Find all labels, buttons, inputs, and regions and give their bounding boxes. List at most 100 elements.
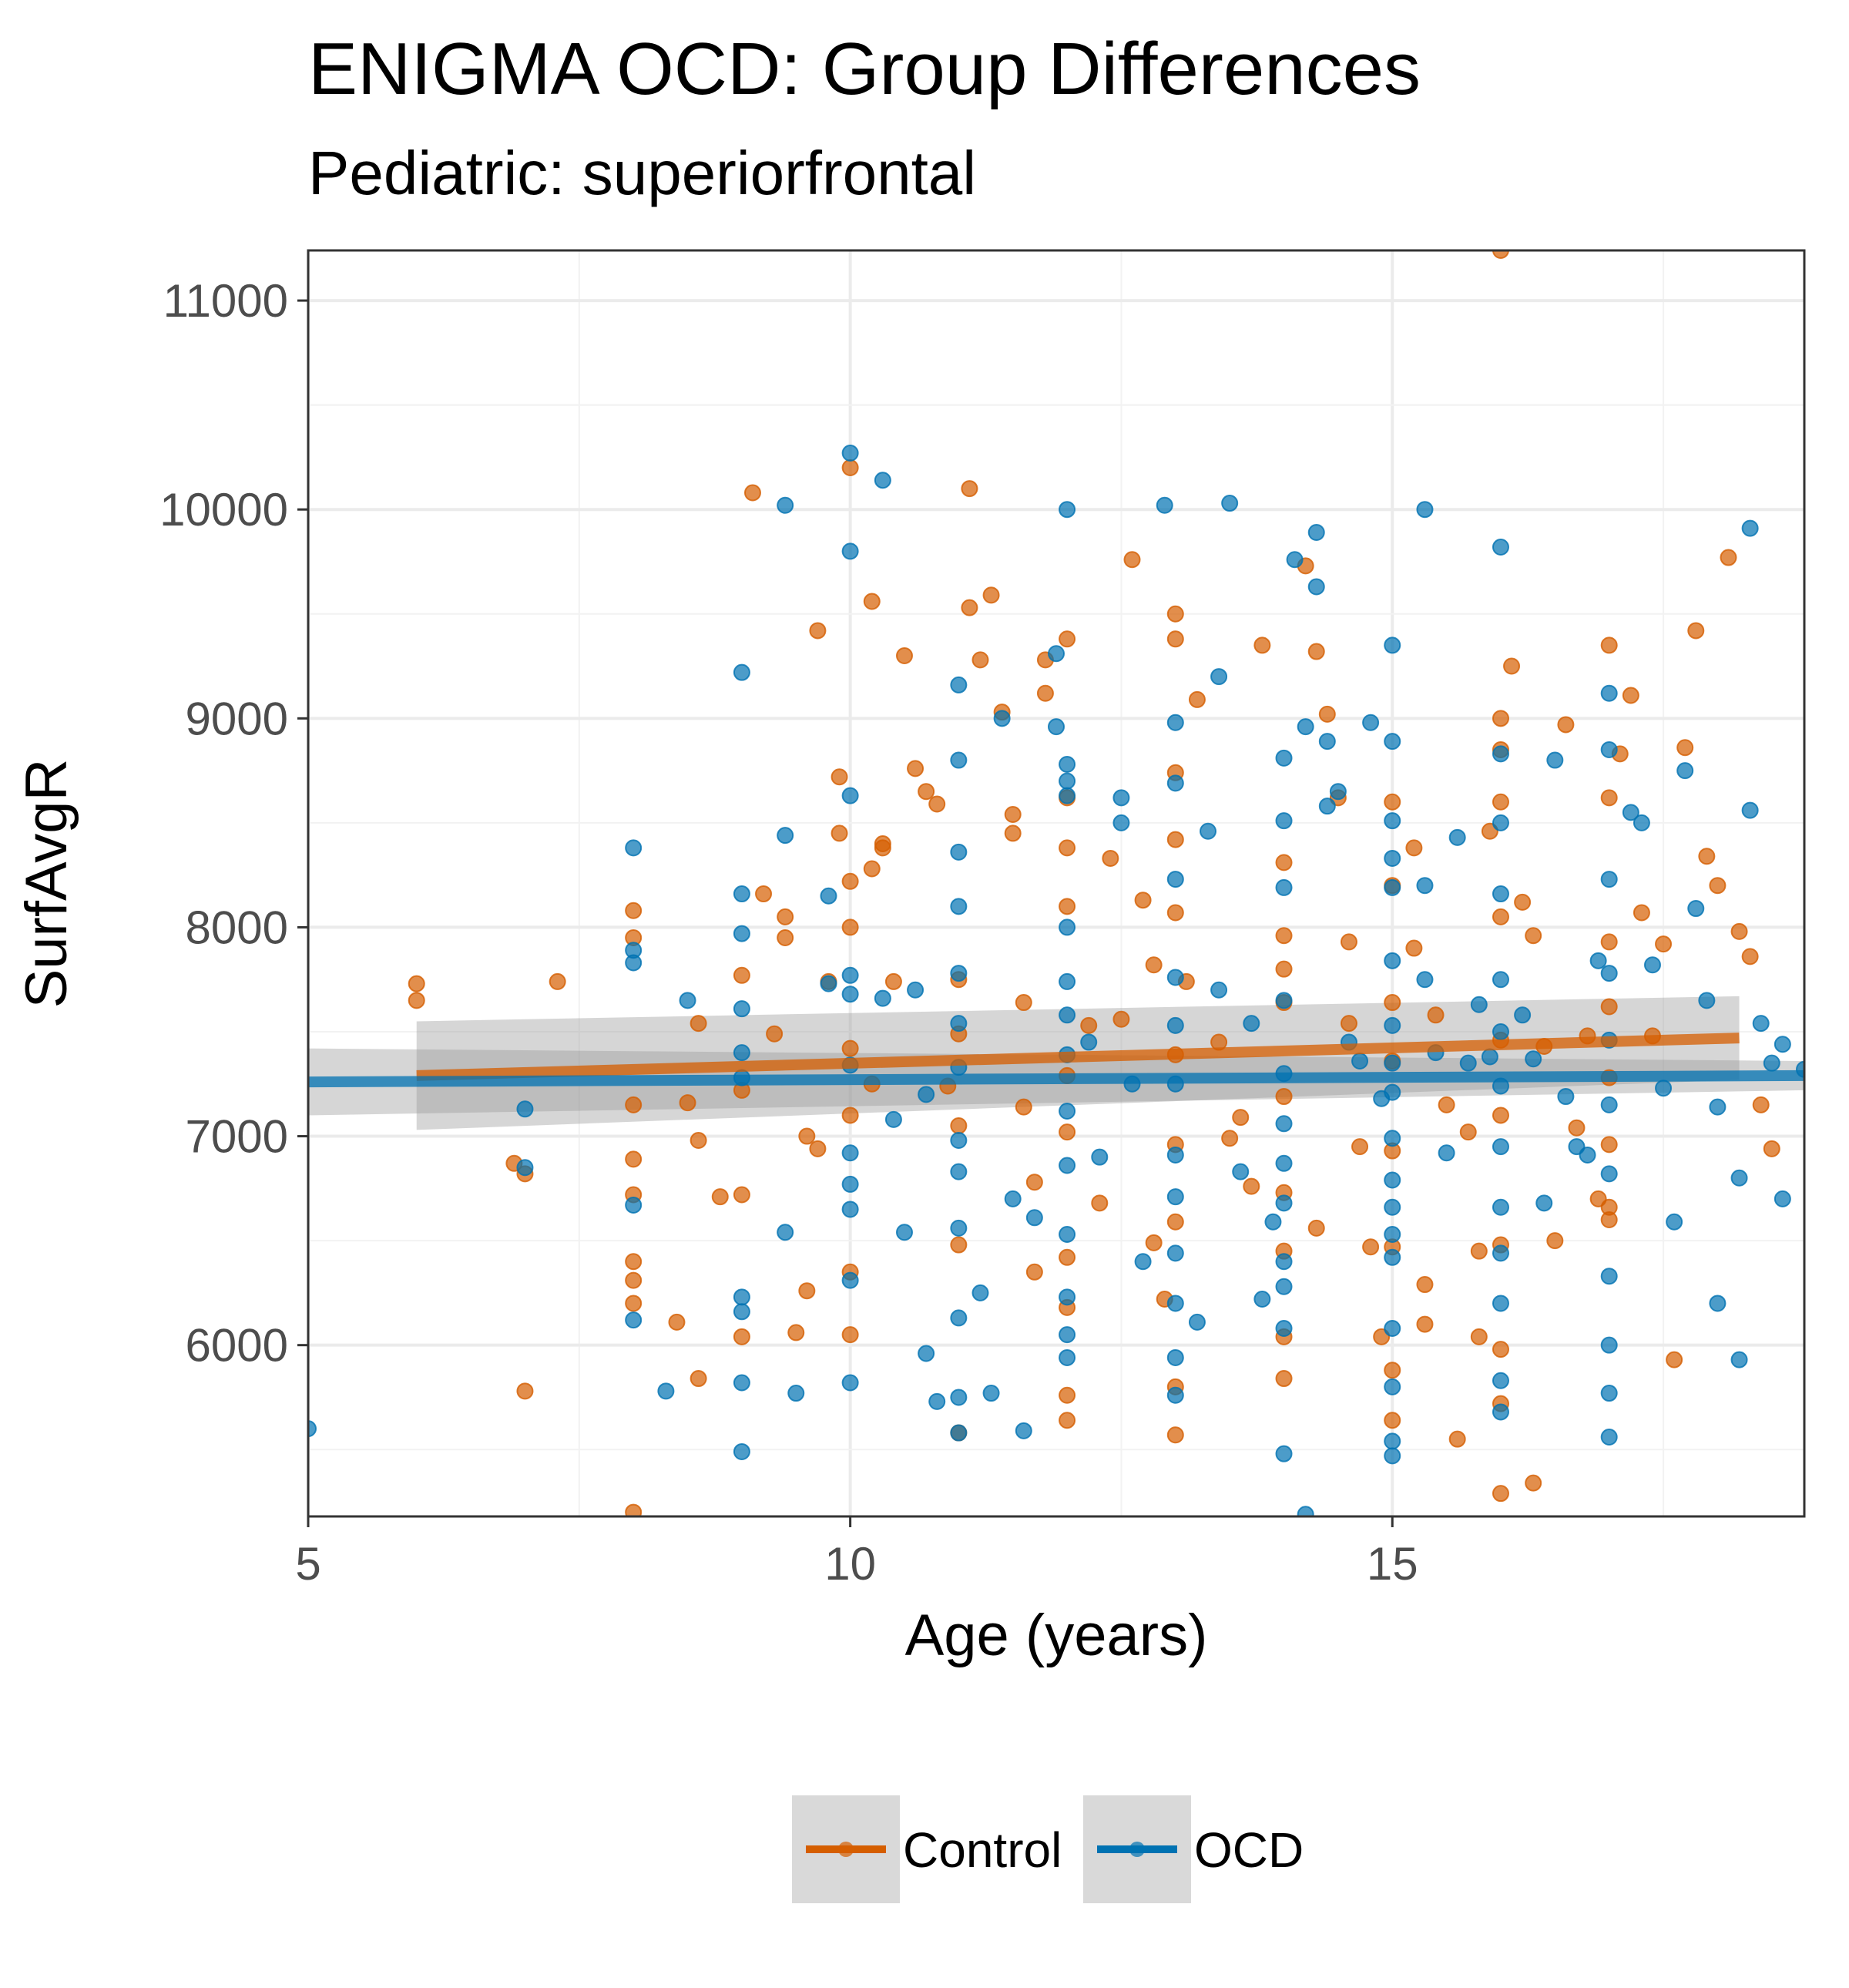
data-point-ocd	[1416, 971, 1434, 989]
data-point-control	[743, 484, 761, 502]
data-point-ocd	[1015, 1422, 1032, 1439]
data-point-ocd	[1384, 1225, 1401, 1243]
y-tick-label: 10000	[159, 484, 288, 536]
data-point-ocd	[1307, 524, 1325, 542]
data-point-ocd	[1384, 1378, 1401, 1395]
data-point-ocd	[1286, 551, 1304, 569]
data-point-ocd	[1166, 1016, 1184, 1034]
data-point-control	[1059, 1412, 1076, 1429]
data-point-ocd	[1384, 1171, 1401, 1189]
data-point-ocd	[1166, 1244, 1184, 1262]
data-point-ocd	[993, 710, 1011, 727]
data-point-ocd	[1166, 1348, 1184, 1366]
data-point-ocd	[1275, 1115, 1293, 1133]
data-point-ocd	[733, 1442, 750, 1460]
legend-label-control: Control	[903, 1822, 1062, 1878]
data-point-control	[1166, 1426, 1184, 1444]
data-point-ocd	[1384, 733, 1401, 751]
data-point-control	[1025, 1263, 1043, 1281]
data-point-ocd	[1210, 981, 1228, 999]
data-point-control	[1492, 793, 1509, 811]
data-point-control	[733, 1186, 750, 1204]
data-point-ocd	[1384, 1083, 1401, 1101]
data-point-control	[982, 586, 1000, 604]
data-point-ocd	[841, 986, 859, 1003]
data-point-ocd	[950, 1163, 968, 1180]
data-point-ocd	[1307, 578, 1325, 596]
data-point-control	[798, 1282, 816, 1300]
data-point-ocd	[841, 1374, 859, 1392]
data-point-control	[777, 908, 794, 925]
trend-line-control	[416, 1033, 1740, 1081]
data-point-control	[1470, 1328, 1488, 1345]
trend-line-ocd	[308, 1070, 1804, 1088]
data-point-control	[798, 1127, 816, 1145]
data-point-control	[1384, 994, 1401, 1012]
data-point-ocd	[733, 1000, 750, 1018]
data-point-control	[1340, 933, 1357, 951]
data-point-control	[625, 1271, 643, 1289]
data-point-ocd	[918, 1345, 935, 1362]
data-point-control	[733, 1328, 750, 1345]
data-point-ocd	[841, 1175, 859, 1193]
data-point-ocd	[1059, 1006, 1076, 1024]
data-point-ocd	[733, 925, 750, 942]
data-point-control	[1166, 831, 1184, 848]
data-point-control	[841, 918, 859, 936]
legend-label-ocd: OCD	[1194, 1822, 1304, 1878]
data-point-ocd	[1698, 992, 1716, 1009]
data-point-ocd	[1221, 495, 1239, 512]
data-point-ocd	[1112, 789, 1130, 807]
data-point-ocd	[1243, 1015, 1260, 1033]
data-point-ocd	[820, 887, 837, 905]
data-point-ocd	[950, 1389, 968, 1406]
data-point-ocd	[1676, 762, 1694, 780]
data-point-ocd	[1275, 1278, 1293, 1295]
data-point-ocd	[841, 1271, 859, 1289]
data-point-control	[884, 972, 902, 990]
data-point-control	[1059, 1123, 1076, 1141]
data-point-control	[777, 929, 794, 946]
data-point-control	[895, 646, 913, 664]
data-point-ocd	[1600, 1268, 1618, 1285]
data-point-ocd	[1492, 885, 1509, 903]
data-point-control	[1416, 1276, 1434, 1294]
data-point-control	[1600, 636, 1618, 654]
data-point-ocd	[516, 1100, 534, 1118]
data-point-ocd	[1059, 1326, 1076, 1344]
data-point-control	[1763, 1140, 1780, 1157]
data-point-ocd	[308, 1420, 317, 1438]
x-tick-label: 15	[1367, 1538, 1418, 1590]
data-point-ocd	[1188, 1313, 1206, 1331]
data-point-ocd	[1166, 1146, 1184, 1164]
data-point-ocd	[787, 1385, 805, 1402]
data-point-control	[766, 1025, 784, 1043]
data-point-control	[1221, 1130, 1239, 1147]
scatter-points	[308, 250, 1804, 1516]
data-point-ocd	[1438, 1144, 1455, 1162]
data-point-control	[1405, 939, 1423, 957]
data-point-ocd	[1492, 745, 1509, 763]
data-point-control	[1275, 854, 1293, 871]
data-point-control	[1166, 1213, 1184, 1231]
data-point-ocd	[1200, 822, 1217, 840]
data-point-ocd	[733, 663, 750, 681]
data-point-ocd	[1600, 1385, 1618, 1402]
data-point-ocd	[625, 1197, 643, 1214]
data-point-control	[408, 975, 425, 992]
data-point-control	[1145, 1234, 1163, 1251]
data-point-ocd	[1773, 1036, 1791, 1053]
data-point-ocd	[1059, 1157, 1076, 1174]
data-point-ocd	[1210, 668, 1228, 686]
data-point-control	[1568, 1119, 1586, 1137]
data-point-ocd	[1448, 828, 1466, 846]
data-point-control	[1123, 551, 1141, 569]
data-point-ocd	[1600, 965, 1618, 982]
data-point-control	[1459, 1123, 1477, 1141]
data-point-ocd	[1048, 718, 1065, 736]
data-point-control	[1470, 1242, 1488, 1260]
data-point-control	[961, 599, 978, 616]
data-point-control	[1080, 1016, 1098, 1034]
grid-lines	[308, 250, 1804, 1516]
